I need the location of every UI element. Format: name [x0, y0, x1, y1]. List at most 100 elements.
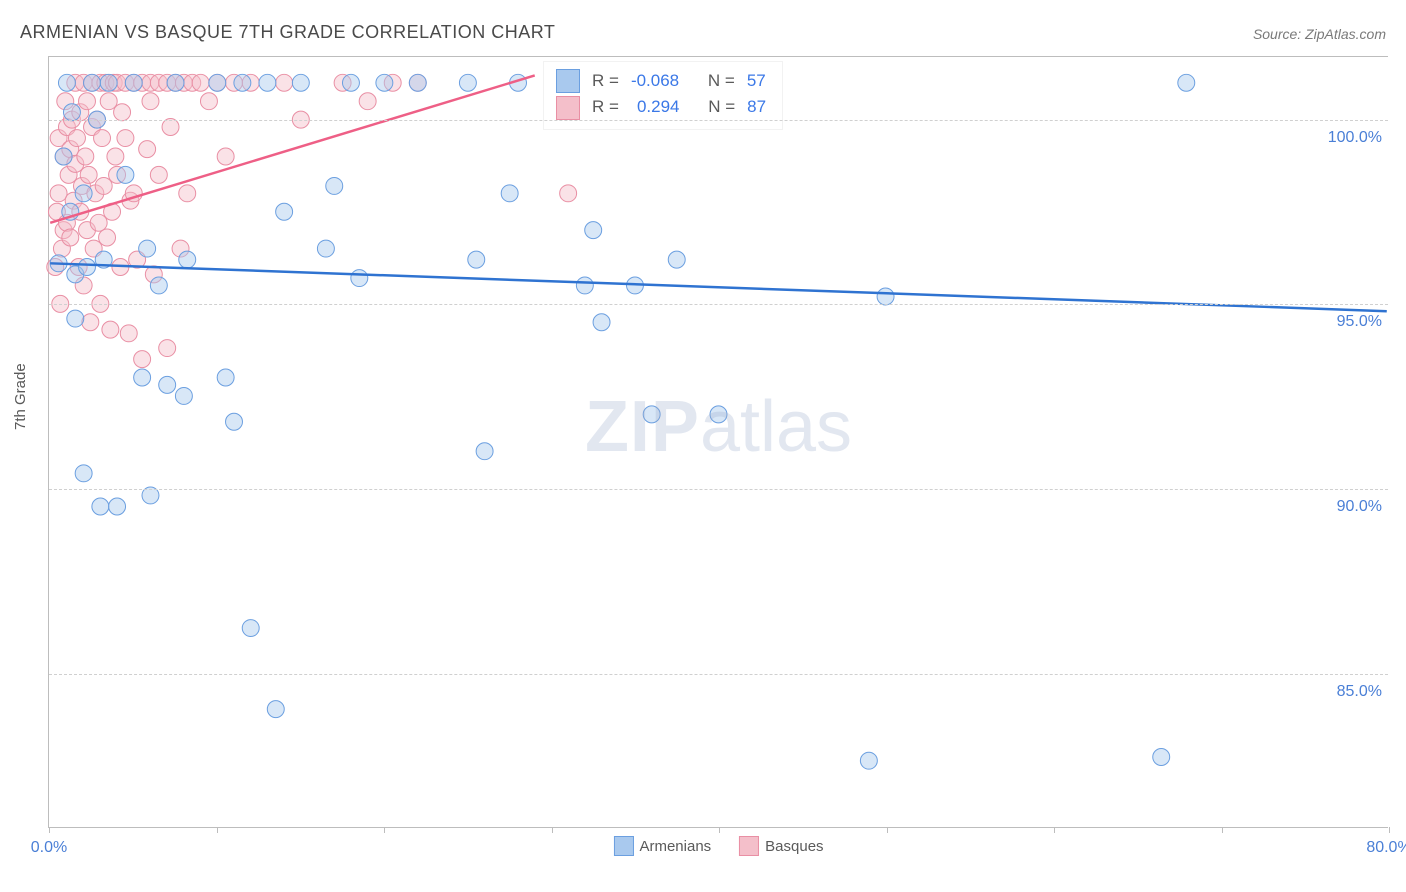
scatter-point [134, 351, 151, 368]
xtick-mark [384, 827, 385, 833]
legend-item-armenians: Armenians [613, 837, 711, 857]
gridline-h [49, 304, 1388, 305]
scatter-point [1153, 749, 1170, 766]
scatter-point [234, 74, 251, 91]
xtick-mark [552, 827, 553, 833]
xtick-mark [49, 827, 50, 833]
scatter-point [79, 259, 96, 276]
stats-n-label-1: N = [708, 94, 735, 120]
scatter-point [276, 203, 293, 220]
scatter-point [159, 340, 176, 357]
stats-r-value-1: 0.294 [637, 94, 680, 120]
ytick-label: 100.0% [1328, 129, 1382, 147]
xtick-mark [1389, 827, 1390, 833]
scatter-point [159, 376, 176, 393]
scatter-point [99, 229, 116, 246]
scatter-point [92, 498, 109, 515]
ytick-label: 95.0% [1337, 313, 1382, 331]
gridline-h [49, 489, 1388, 490]
xtick-label: 0.0% [31, 839, 67, 857]
chart-title: ARMENIAN VS BASQUE 7TH GRADE CORRELATION… [20, 22, 555, 43]
scatter-point [109, 498, 126, 515]
scatter-point [342, 74, 359, 91]
stats-r-value-0: -0.068 [631, 68, 679, 94]
ytick-label: 90.0% [1337, 498, 1382, 516]
scatter-point [58, 74, 75, 91]
scatter-point [100, 74, 117, 91]
chart-container: ARMENIAN VS BASQUE 7TH GRADE CORRELATION… [0, 0, 1406, 892]
scatter-point [79, 93, 96, 110]
scatter-point [107, 148, 124, 165]
stats-n-value-1: 87 [747, 94, 766, 120]
stats-row-armenians: R = -0.068 N = 57 [556, 68, 766, 94]
gridline-h [49, 120, 1388, 121]
scatter-point [100, 93, 117, 110]
scatter-point [150, 277, 167, 294]
scatter-point [1178, 74, 1195, 91]
stats-r-label-1: R = [592, 94, 619, 120]
trend-line [50, 75, 534, 222]
stats-n-label-0: N = [708, 68, 735, 94]
plot-area: ZIPatlas R = -0.068 N = 57 R = 0.294 N =… [48, 56, 1388, 828]
scatter-point [877, 288, 894, 305]
scatter-point [117, 166, 134, 183]
scatter-point [90, 214, 107, 231]
scatter-point [125, 74, 142, 91]
scatter-point [217, 148, 234, 165]
scatter-point [67, 310, 84, 327]
xtick-mark [887, 827, 888, 833]
scatter-point [710, 406, 727, 423]
scatter-point [376, 74, 393, 91]
scatter-point [75, 185, 92, 202]
legend-label-basques: Basques [765, 838, 823, 855]
scatter-point [476, 443, 493, 460]
xtick-mark [719, 827, 720, 833]
scatter-point [468, 251, 485, 268]
stats-r-label-0: R = [592, 68, 619, 94]
scatter-point [142, 93, 159, 110]
scatter-point [179, 185, 196, 202]
scatter-point [139, 141, 156, 158]
scatter-point [359, 93, 376, 110]
scatter-point [179, 251, 196, 268]
xtick-mark [1054, 827, 1055, 833]
scatter-point [351, 270, 368, 287]
scatter-point [175, 387, 192, 404]
scatter-point [77, 148, 94, 165]
scatter-point [409, 74, 426, 91]
scatter-point [668, 251, 685, 268]
scatter-point [55, 148, 72, 165]
scatter-point [593, 314, 610, 331]
scatter-point [75, 465, 92, 482]
xtick-mark [1222, 827, 1223, 833]
scatter-point [860, 752, 877, 769]
scatter-point [259, 74, 276, 91]
scatter-point [120, 325, 137, 342]
scatter-point [63, 104, 80, 121]
scatter-point [50, 185, 67, 202]
scatter-point [62, 229, 79, 246]
scatter-point [501, 185, 518, 202]
scatter-point [317, 240, 334, 257]
scatter-point [139, 240, 156, 257]
scatter-point [82, 314, 99, 331]
legend-item-basques: Basques [739, 837, 823, 857]
scatter-point [292, 74, 309, 91]
scatter-point [200, 93, 217, 110]
scatter-point [242, 620, 259, 637]
scatter-point [117, 130, 134, 147]
scatter-point [94, 130, 111, 147]
scatter-point [84, 74, 101, 91]
scatter-point [80, 166, 97, 183]
scatter-point [102, 321, 119, 338]
legend-swatch-basques [739, 836, 759, 856]
source-label: Source: ZipAtlas.com [1253, 26, 1386, 42]
stats-swatch-basques [556, 96, 580, 120]
gridline-h [49, 674, 1388, 675]
scatter-point [68, 130, 85, 147]
stats-n-value-0: 57 [747, 68, 766, 94]
legend-swatch-armenians [613, 836, 633, 856]
scatter-point [267, 701, 284, 718]
scatter-point [95, 177, 112, 194]
scatter-point [209, 74, 226, 91]
